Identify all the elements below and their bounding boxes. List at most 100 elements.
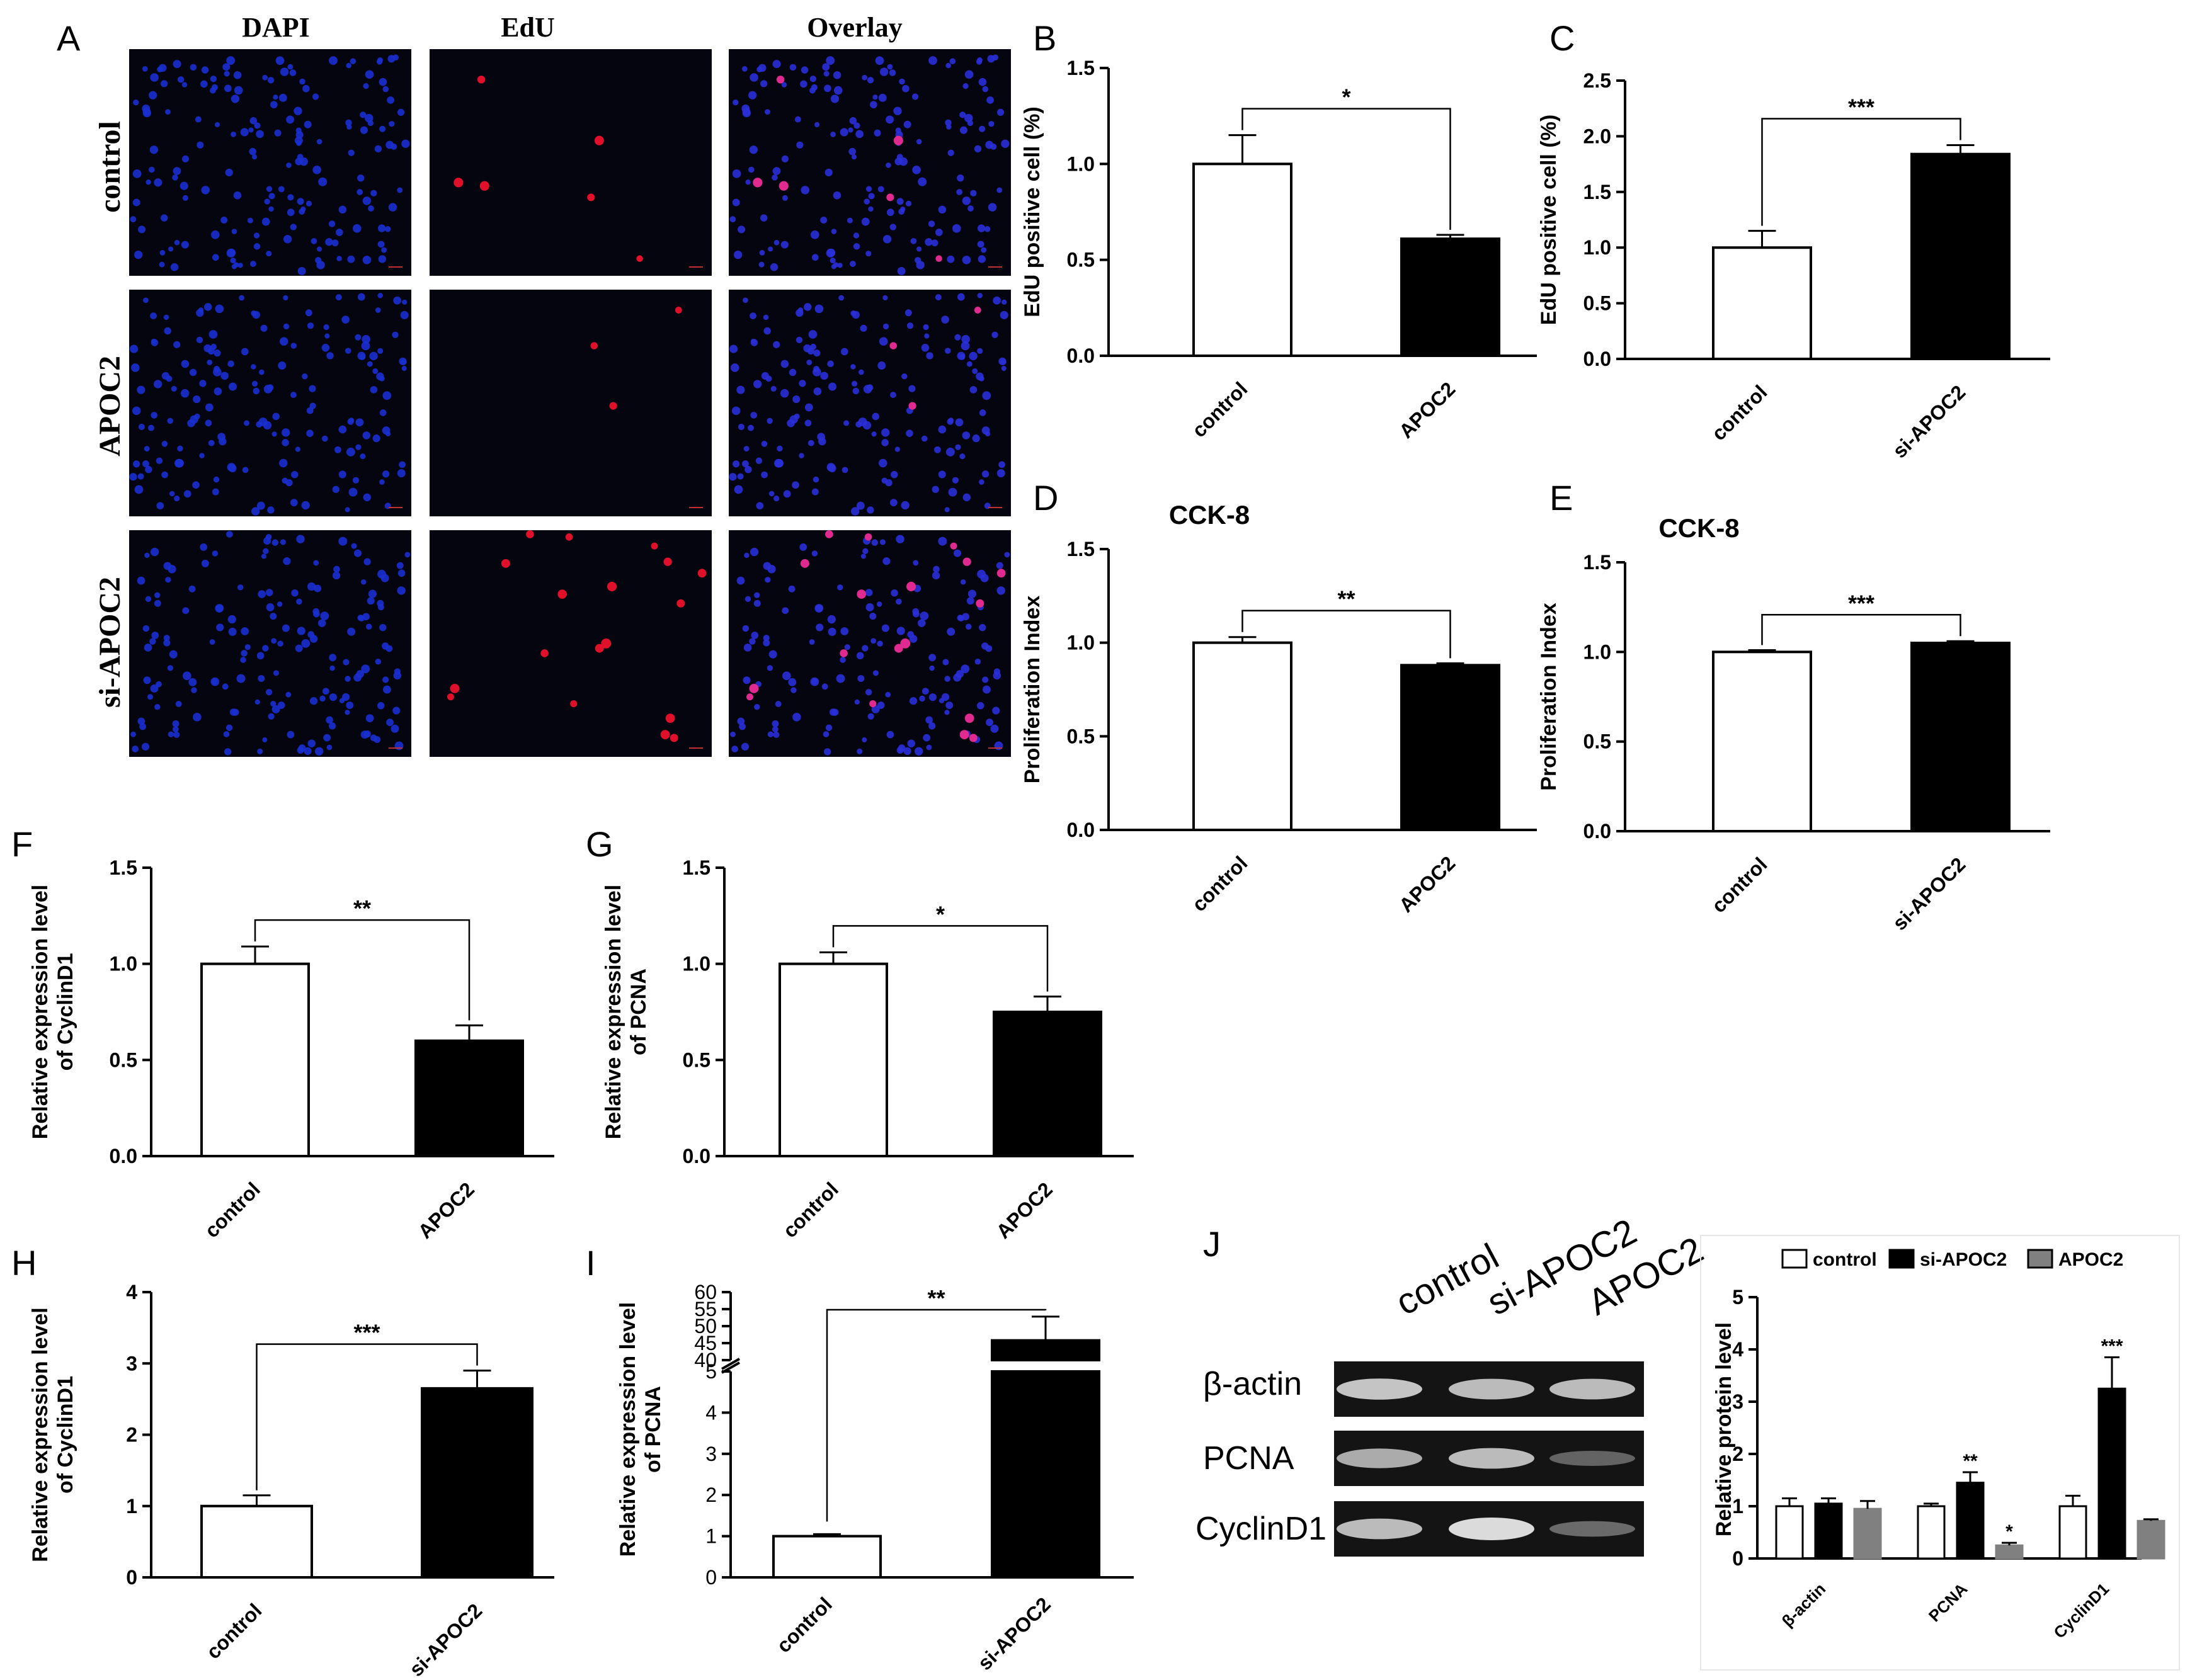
y-axis-label: of CyclinD1 (54, 1376, 77, 1494)
bar (991, 1370, 1100, 1579)
blot-band (1549, 1521, 1635, 1537)
significance-stars: * (1342, 84, 1350, 110)
panel-letter-d: D (1033, 478, 1058, 518)
micrograph-grid: DAPI EdU Overlay control APOC2 si-APOC2 (93, 12, 1011, 757)
y-tick-label: 2 (126, 1424, 137, 1446)
y-tick-label: 40 (694, 1349, 717, 1371)
y-tick-label: 0.0 (1067, 819, 1095, 841)
blot-band (1449, 1448, 1534, 1469)
bar (993, 1011, 1102, 1157)
legend-label: APOC2 (2058, 1249, 2123, 1270)
y-tick-label: 1.0 (110, 953, 137, 975)
significance-stars: ** (927, 1285, 945, 1311)
y-tick-label: 2 (1732, 1443, 1743, 1465)
y-tick-label: 0.0 (1067, 344, 1095, 367)
blot-band (1549, 1378, 1635, 1400)
column-label-dapi: DAPI (242, 12, 310, 43)
significance-bracket (1241, 108, 1451, 230)
chart-panel-j: 0 1 2 3 4 5 Relative protein level control si-AP… (1700, 1235, 2180, 1671)
western-blot: control si-APOC2 APOC2 β-actin PCNA Cycl… (1195, 1211, 1710, 1557)
significance-stars: ** (1963, 1451, 1978, 1472)
significance-bracket (832, 925, 1049, 992)
y-tick-label: 0.5 (1583, 292, 1611, 315)
y-tick-label: 3 (705, 1443, 717, 1465)
bar (779, 962, 888, 1157)
panel-letter-i: I (586, 1243, 596, 1283)
row-label-apoc2: APOC2 (93, 356, 127, 457)
chart-frame (1700, 1235, 2180, 1671)
y-tick-label: 1.0 (1067, 632, 1095, 654)
x-tick-label: control (202, 1599, 266, 1663)
x-tick-label: APOC2 (1395, 377, 1459, 442)
blot-band (1337, 1378, 1422, 1400)
y-tick-label: 1.5 (1583, 181, 1611, 203)
panel-letter-a: A (57, 18, 81, 58)
x-tick-label: si-APOC2 (1888, 853, 1970, 934)
significance-stars: ** (353, 895, 371, 921)
row-label-si-apoc2: si-APOC2 (93, 577, 127, 708)
blot-band (1449, 1378, 1534, 1400)
y-tick-label: 3 (1732, 1390, 1743, 1413)
column-label-edu: EdU (501, 12, 555, 43)
y-tick-label: 1.5 (1067, 538, 1095, 560)
y-tick-label: 0 (126, 1566, 137, 1589)
bar (2137, 1519, 2165, 1560)
panel-letter-g: G (586, 824, 613, 864)
x-tick-label: si-APOC2 (1888, 380, 1970, 462)
bar (200, 1504, 313, 1579)
x-tick-label: control (779, 1178, 843, 1242)
y-tick-label: 0.5 (1067, 725, 1095, 747)
bar (1956, 1482, 1985, 1560)
chart-panel-g: 0.0 0.5 1.0 1.5 Relative expression level of … (602, 856, 1134, 1243)
bar (1910, 152, 2011, 361)
x-tick-label: control (1707, 853, 1771, 917)
x-tick-label: control (772, 1592, 836, 1657)
x-tick-label: APOC2 (1395, 851, 1459, 916)
y-axis-label: Proliferation Index (1020, 596, 1044, 784)
micrograph-tile (129, 49, 411, 276)
row-label-control: control (93, 121, 127, 213)
significance-bracket (1241, 610, 1451, 659)
panel-letter-e: E (1549, 478, 1573, 518)
y-axis-label: Relative expression level (28, 885, 52, 1139)
chart-title: CCK-8 (1169, 500, 1250, 530)
legend-label: control (1813, 1249, 1877, 1270)
bar (421, 1387, 533, 1579)
x-tick-label: control (200, 1178, 265, 1242)
y-tick-label: 5 (1732, 1286, 1743, 1308)
legend-swatch (1781, 1249, 1808, 1269)
y-tick-label: 1.0 (683, 953, 710, 975)
significance-stars: * (936, 901, 945, 927)
bar (1995, 1544, 2024, 1560)
y-axis-label: of PCNA (641, 1386, 665, 1473)
chart-panel-e: 0.0 0.5 1.0 1.5 CCK-8 Proliferation Index cont… (1537, 513, 2050, 934)
y-tick-label: 1.5 (683, 856, 710, 879)
x-tick-label: si-APOC2 (405, 1599, 487, 1680)
y-tick-label: 55 (694, 1298, 717, 1320)
y-tick-label: 5 (705, 1360, 717, 1383)
legend-swatch (2027, 1249, 2053, 1269)
blot-band (1449, 1518, 1534, 1540)
y-tick-label: 2.0 (1583, 125, 1611, 147)
x-tick-label: control (1707, 380, 1771, 445)
significance-bracket (254, 919, 471, 1021)
chart-panel-d: 0.0 0.5 1.0 1.5 CCK-8 Proliferation Index cont… (1020, 500, 1537, 917)
y-axis-label: Relative expression level (602, 885, 625, 1139)
y-axis-label: Relative expression level (28, 1307, 52, 1562)
bar (414, 1039, 524, 1158)
y-tick-label: 0.0 (1583, 348, 1611, 370)
legend-swatch (1888, 1249, 1915, 1269)
y-tick-label: 1 (126, 1495, 137, 1518)
micrograph-tile (729, 530, 1011, 757)
x-tick-label: PCNA (1925, 1579, 1971, 1625)
bar (1917, 1505, 1946, 1560)
blot-band-label-cyclind1: CyclinD1 (1195, 1511, 1326, 1547)
micrograph-tile (430, 530, 712, 757)
bar (1400, 664, 1500, 831)
blot-strip (1334, 1431, 1644, 1486)
x-tick-label: APOC2 (414, 1178, 479, 1242)
micrograph-tile (129, 530, 411, 757)
y-tick-label: 0.0 (683, 1145, 710, 1167)
y-axis-label: of CyclinD1 (54, 953, 77, 1070)
